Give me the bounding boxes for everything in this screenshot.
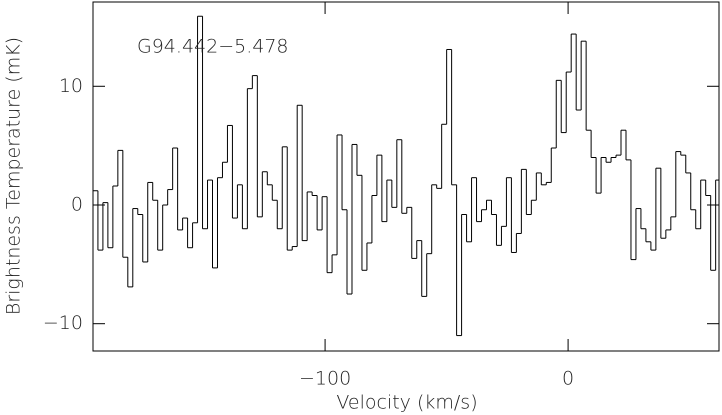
y-tick-label: 10 xyxy=(59,75,83,97)
plot-frame xyxy=(92,1,720,352)
x-axis-label: Velocity (km/s) xyxy=(336,392,477,414)
x-tick-label: 0 xyxy=(562,368,574,390)
spectrum xyxy=(93,15,719,337)
x-tick-label: −100 xyxy=(299,368,351,390)
annotation: G94.442−5.478 xyxy=(137,36,289,58)
y-tick-label: 0 xyxy=(71,193,83,215)
y-tick-label: −10 xyxy=(43,312,83,334)
y-axis-label: Brightness Temperature (mK) xyxy=(3,37,25,315)
